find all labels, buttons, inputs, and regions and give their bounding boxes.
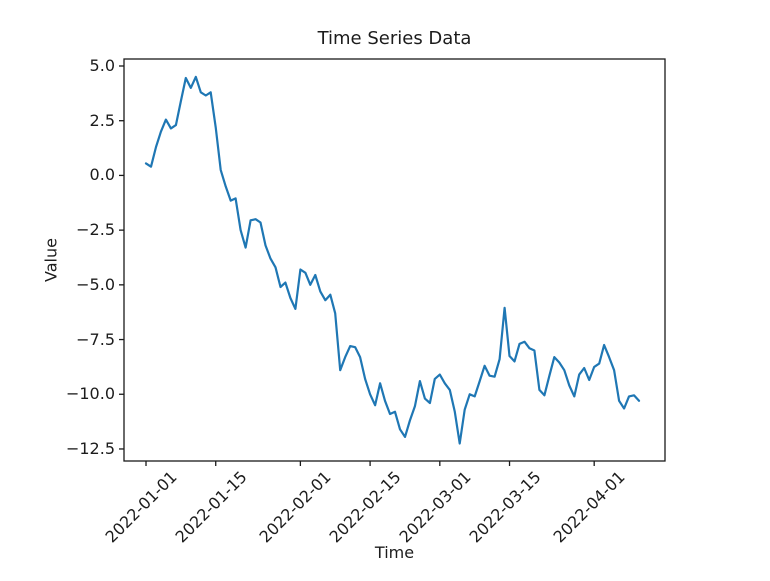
x-axis-label: Time: [374, 543, 415, 562]
y-tick-label: 0.0: [89, 165, 115, 185]
y-tick-label: −12.5: [65, 438, 115, 458]
axes-spines: [123, 58, 666, 462]
y-tick-label: 5.0: [89, 56, 115, 75]
y-tick-label: 2.5: [89, 110, 115, 130]
data-line-series: [144, 75, 641, 445]
chart-title: Time Series Data: [317, 28, 472, 49]
y-tick-label: −7.5: [76, 329, 115, 349]
y-tick-label: −10.0: [65, 384, 115, 404]
y-tick-label: −5.0: [76, 274, 115, 294]
y-tick-label: −2.5: [76, 220, 115, 240]
